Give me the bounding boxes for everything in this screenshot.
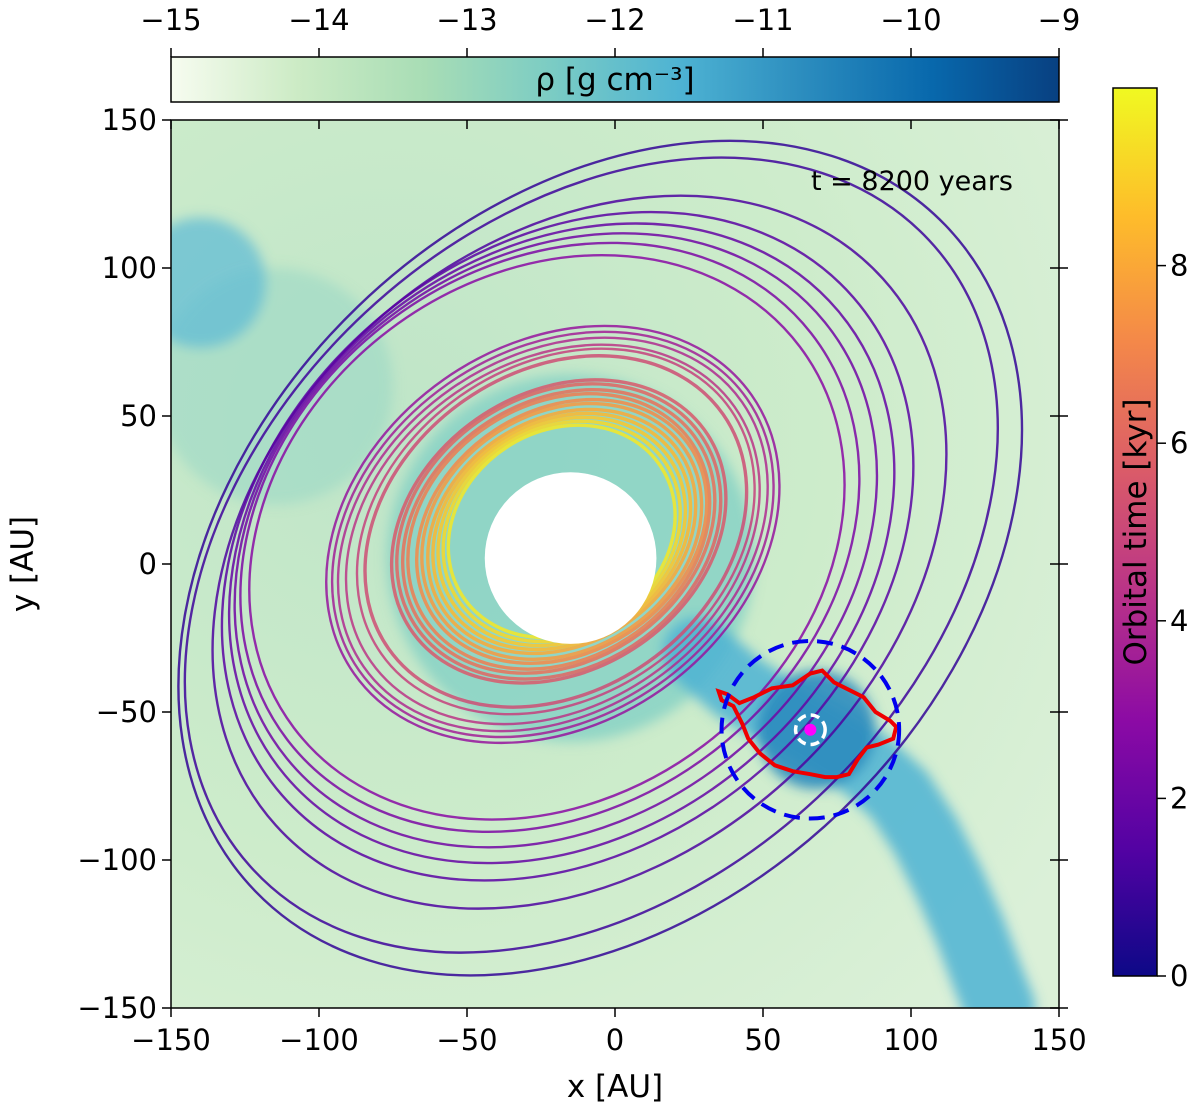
density-colorbar-gradient [170,56,1060,103]
density-colorbar: −15 −14 −13 −12 −11 −10 −9 ρ [g cm⁻³] [140,3,1080,103]
x-tick-label: 50 [745,1023,782,1057]
y-tick-label: 100 [102,251,157,285]
orbit-segment [220,210,915,882]
density-tick-label: −10 [880,3,941,37]
y-axis-label: y [AU] [5,516,41,612]
time-colorbar-label: Orbital time [kyr] [1118,398,1154,665]
time-tick-label: 0 [1170,959,1188,993]
orbit-segment [227,222,896,865]
orbit-segment [363,354,749,709]
orbit-segment [239,241,861,834]
density-contour [715,668,899,780]
markers [484,472,902,821]
y-tick-label: 0 [139,547,157,581]
time-tick-label: 6 [1170,426,1188,460]
orbit-segment [183,156,999,954]
density-colorbar-label: ρ [g cm⁻³] [535,62,694,98]
time-tick-label: 2 [1170,781,1188,815]
time-colorbar-gradient [1112,87,1158,977]
x-tick-label: −150 [131,1023,211,1057]
time-tick-label: 8 [1170,249,1188,283]
orbit-segment [336,336,769,733]
time-colorbar: 0 2 4 6 8 Orbital time [kyr] [1112,87,1188,993]
density-colorbar-ticks: −15 −14 −13 −12 −11 −10 −9 [140,3,1080,57]
x-tick-label: 100 [883,1023,938,1057]
x-tick-label: −100 [279,1023,359,1057]
orbit-segment [355,347,756,716]
density-tick-label: −14 [288,3,349,37]
orbit-segment [330,330,775,739]
orbit-segment [389,378,728,685]
density-tick-label: −13 [436,3,497,37]
density-tick-label: −12 [584,3,645,37]
density-edge-blob [171,217,266,348]
orbit-segment [233,232,879,849]
y-tick-label: −150 [77,991,157,1025]
x-tick-label: 150 [1031,1023,1086,1057]
density-tick-label: −9 [1038,3,1081,37]
x-axis-label: x [AU] [567,1069,663,1105]
inner-circle [793,713,827,747]
y-tick-label: −50 [96,695,157,729]
orbit-trajectory [177,139,1024,977]
companion-marker [804,723,817,736]
orbit-segment [325,324,781,745]
orbit-segment [400,388,717,675]
orbit-segment [395,382,723,681]
orbit-segment [177,139,1024,977]
plot-area: −150 −100 −50 0 50 100 150 −150 −100 −50 0 50 100 15… [5,103,1087,1105]
y-axis-ticks: −150 −100 −50 0 50 100 150 [77,103,1068,1025]
density-tick-label: −11 [732,3,793,37]
y-tick-label: 50 [120,399,157,433]
orbit-segment [406,391,712,671]
x-tick-label: 0 [606,1023,624,1057]
x-tick-label: −50 [436,1023,497,1057]
time-tick-label: 4 [1170,604,1188,638]
y-tick-label: −100 [77,843,157,877]
y-tick-label: 150 [102,103,157,137]
orbit-segment [420,401,704,662]
density-tick-label: −15 [140,3,201,37]
orbit-segment [248,254,846,821]
time-colorbar-ticks: 0 2 4 6 8 [1157,249,1188,993]
orbit-segment [414,397,709,665]
hill-radius-circle [719,638,902,821]
orbit-segment [344,343,761,726]
time-annotation: t = 8200 years [811,166,1013,197]
central-hole [484,472,657,644]
x-axis-ticks: −150 −100 −50 0 50 100 150 [131,120,1087,1057]
